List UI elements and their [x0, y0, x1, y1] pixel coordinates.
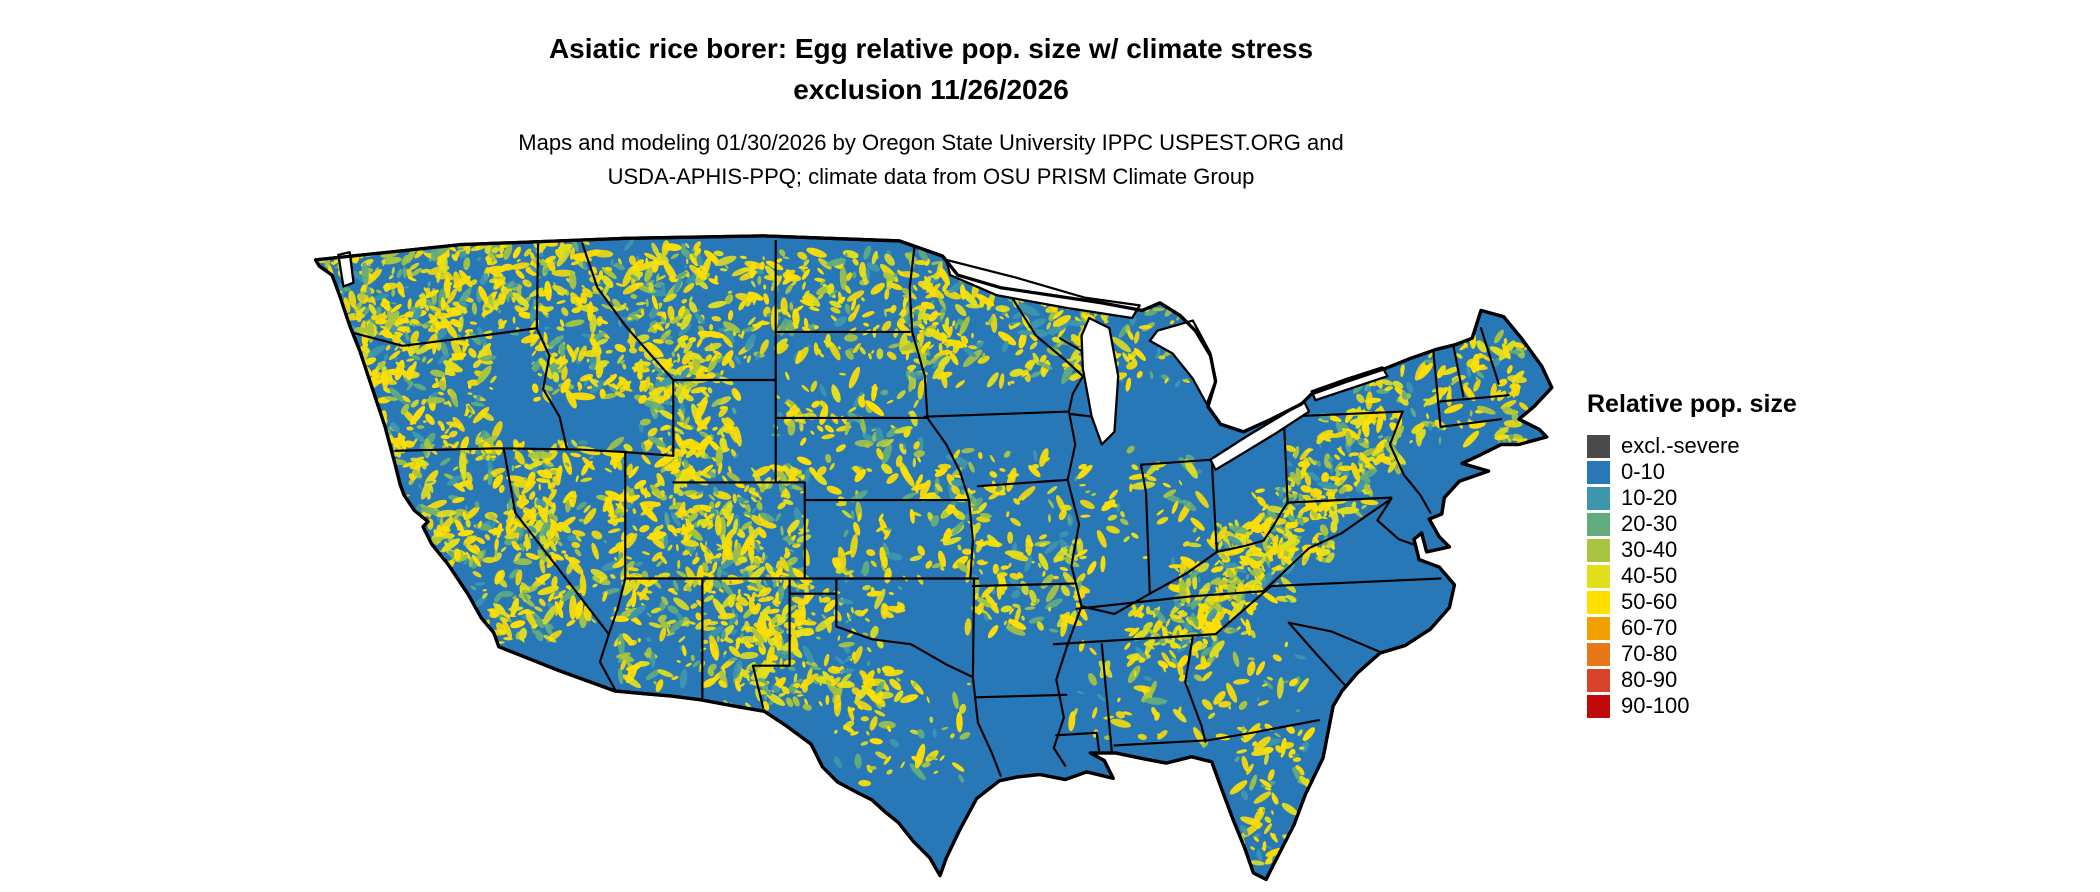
legend-swatch-90-100: [1587, 695, 1610, 718]
legend-label: excl.-severe: [1621, 433, 1740, 459]
legend-swatch-50-60: [1587, 591, 1610, 614]
legend-swatch-80-90: [1587, 669, 1610, 692]
legend-label: 90-100: [1621, 693, 1690, 719]
uspest-map-page: { "header": { "title_line1": "Asiatic ri…: [0, 0, 2100, 892]
legend-swatch-excl-severe: [1587, 435, 1610, 458]
subtitle-line2: USDA-APHIS-PPQ; climate data from OSU PR…: [0, 160, 1862, 194]
legend-label: 20-30: [1621, 511, 1677, 537]
legend-row: 0-10: [1587, 459, 1797, 485]
us-map: [308, 227, 1572, 887]
page-title-line2: exclusion 11/26/2026: [0, 69, 1862, 110]
legend-swatch-0-10: [1587, 461, 1610, 484]
legend-label: 70-80: [1621, 641, 1677, 667]
legend-row: 70-80: [1587, 641, 1797, 667]
legend-swatch-60-70: [1587, 617, 1610, 640]
legend-title: Relative pop. size: [1587, 390, 1797, 419]
legend-swatch-20-30: [1587, 513, 1610, 536]
legend-row: 90-100: [1587, 693, 1797, 719]
legend-swatch-70-80: [1587, 643, 1610, 666]
legend-row: excl.-severe: [1587, 433, 1797, 459]
legend-swatch-40-50: [1587, 565, 1610, 588]
legend-row: 10-20: [1587, 485, 1797, 511]
legend-label: 50-60: [1621, 589, 1677, 615]
legend-row: 30-40: [1587, 537, 1797, 563]
legend-label: 10-20: [1621, 485, 1677, 511]
legend-row: 20-30: [1587, 511, 1797, 537]
legend-label: 0-10: [1621, 459, 1665, 485]
subtitle: Maps and modeling 01/30/2026 by Oregon S…: [0, 126, 1862, 194]
legend-row: 40-50: [1587, 563, 1797, 589]
legend-row: 80-90: [1587, 667, 1797, 693]
legend-label: 60-70: [1621, 615, 1677, 641]
legend: Relative pop. size excl.-severe 0-10 10-…: [1587, 390, 1797, 719]
legend-label: 30-40: [1621, 537, 1677, 563]
legend-label: 80-90: [1621, 667, 1677, 693]
us-map-svg: [308, 227, 1572, 887]
legend-row: 60-70: [1587, 615, 1797, 641]
subtitle-line1: Maps and modeling 01/30/2026 by Oregon S…: [0, 126, 1862, 160]
legend-swatch-10-20: [1587, 487, 1610, 510]
legend-swatch-30-40: [1587, 539, 1610, 562]
header: Asiatic rice borer: Egg relative pop. si…: [0, 28, 1862, 194]
page-title-line1: Asiatic rice borer: Egg relative pop. si…: [0, 28, 1862, 69]
legend-row: 50-60: [1587, 589, 1797, 615]
legend-label: 40-50: [1621, 563, 1677, 589]
